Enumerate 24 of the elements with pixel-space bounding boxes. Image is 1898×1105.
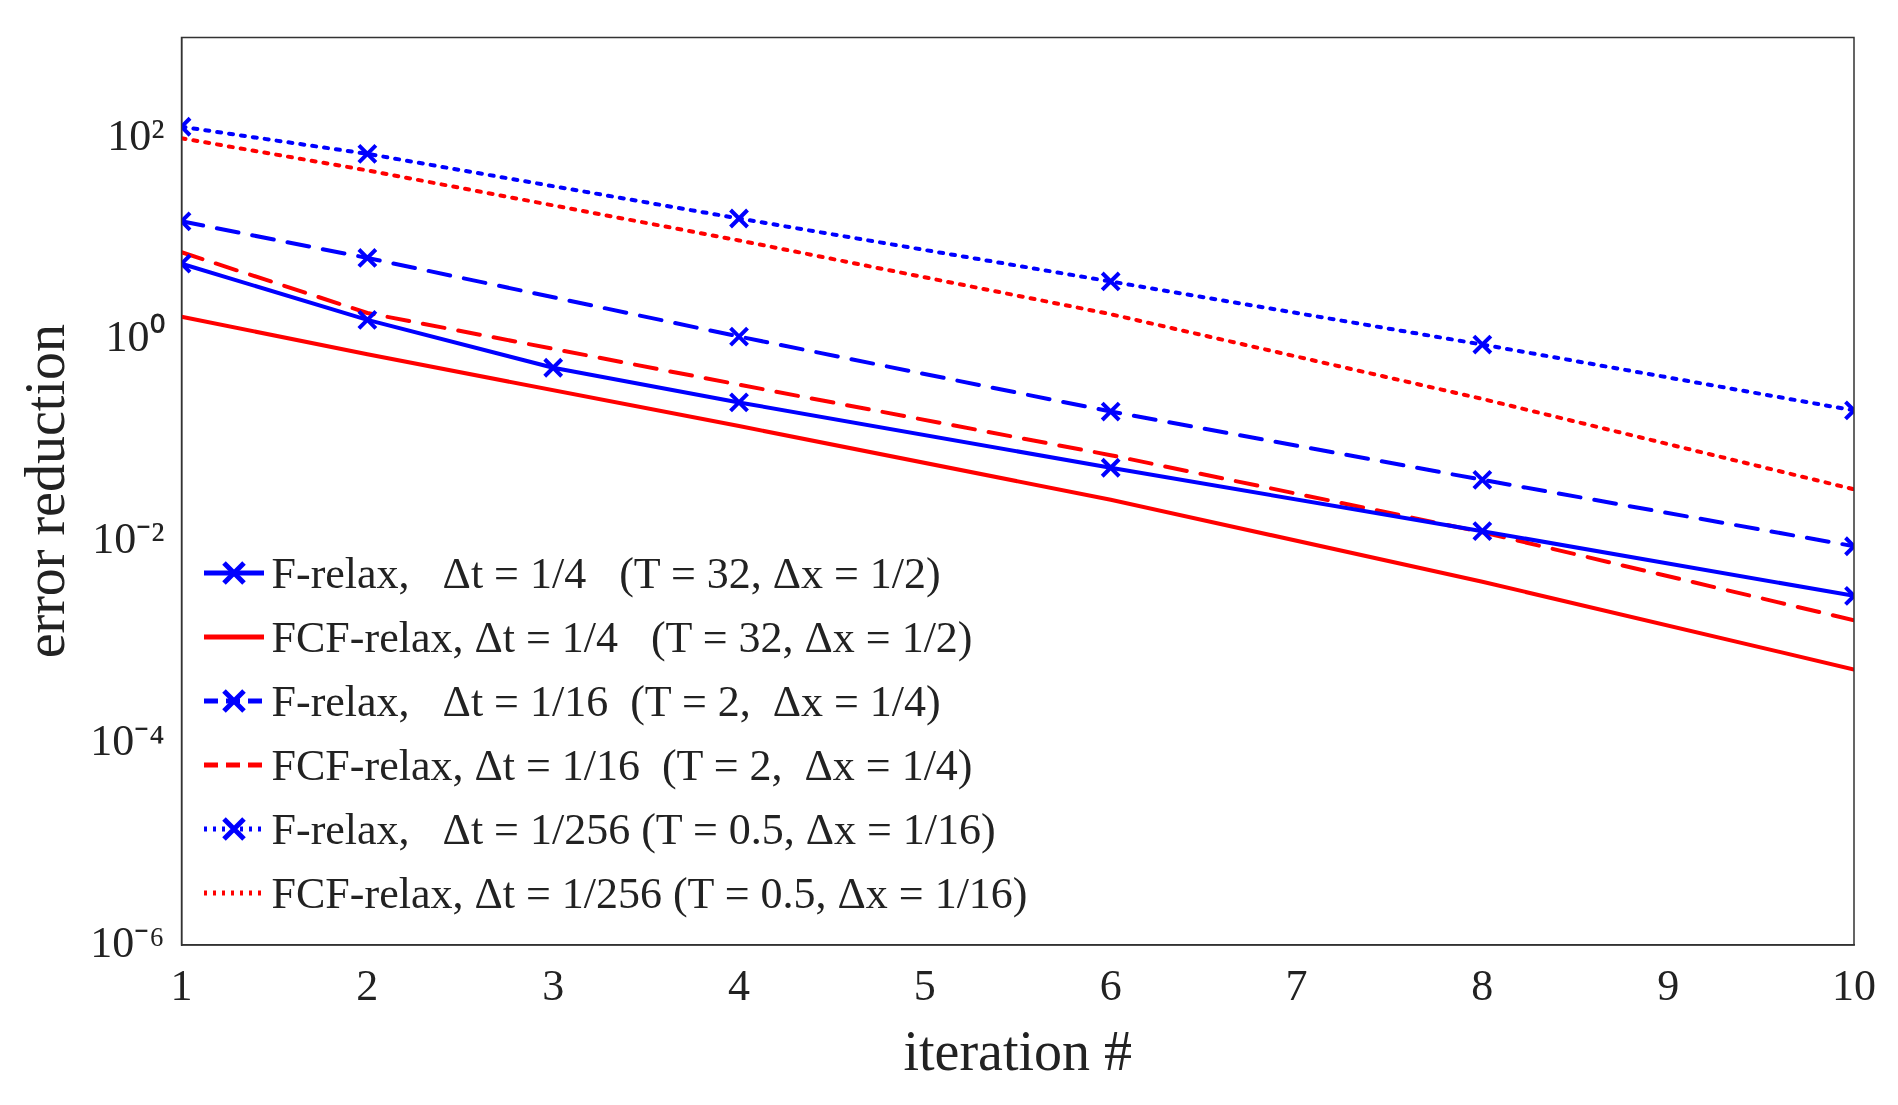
legend-label: FCF-relax, Δt = 1/16 (T = 2, Δx = 1/4) — [271, 739, 973, 791]
legend-label: FCF-relax, Δt = 1/4 (T = 32, Δx = 1/2) — [271, 611, 973, 663]
legend-label: F-relax, Δt = 1/256 (T = 0.5, Δx = 1/16) — [271, 803, 996, 855]
x-tick-label: 4 — [728, 960, 751, 1010]
legend-label: FCF-relax, Δt = 1/256 (T = 0.5, Δx = 1/16) — [271, 867, 1028, 919]
y-tick-label: 10² — [107, 110, 165, 160]
y-tick-label: 10⁻² — [92, 514, 165, 564]
legend-label: F-relax, Δt = 1/4 (T = 32, Δx = 1/2) — [271, 547, 941, 599]
x-tick-label: 8 — [1471, 960, 1494, 1010]
legend-label: F-relax, Δt = 1/16 (T = 2, Δx = 1/4) — [271, 675, 941, 727]
x-tick-label: 1 — [170, 960, 193, 1010]
x-tick-label: 10 — [1832, 960, 1876, 1010]
x-tick-label: 5 — [913, 960, 936, 1010]
y-tick-label: 10⁰ — [105, 312, 165, 362]
x-axis-title: iteration # — [903, 1020, 1133, 1083]
x-tick-label: 2 — [356, 960, 379, 1010]
x-tick-label: 6 — [1099, 960, 1122, 1010]
x-tick-label: 7 — [1285, 960, 1308, 1010]
x-tick-label: 3 — [542, 960, 565, 1010]
y-axis-title: error reduction — [14, 324, 77, 659]
y-tick-label: 10⁻⁶ — [90, 917, 165, 967]
x-tick-label: 9 — [1657, 960, 1680, 1010]
y-tick-label: 10⁻⁴ — [90, 715, 165, 765]
line-series — [181, 136, 1854, 492]
